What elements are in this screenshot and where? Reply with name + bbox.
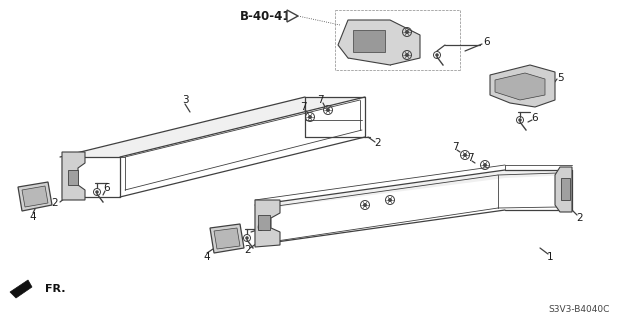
Circle shape (463, 153, 467, 157)
Text: S3V3-B4040C: S3V3-B4040C (548, 306, 610, 315)
Polygon shape (62, 97, 365, 157)
Circle shape (405, 53, 409, 57)
Text: 6: 6 (532, 113, 538, 123)
Polygon shape (338, 20, 420, 65)
Polygon shape (214, 228, 240, 249)
Text: 6: 6 (104, 183, 110, 193)
Polygon shape (353, 30, 385, 52)
Circle shape (435, 53, 439, 57)
Polygon shape (18, 182, 52, 211)
Polygon shape (22, 186, 48, 207)
Text: 7: 7 (300, 102, 307, 112)
Polygon shape (68, 170, 78, 185)
Circle shape (95, 190, 99, 194)
Text: 6: 6 (257, 223, 263, 233)
Circle shape (363, 203, 367, 207)
Text: 7: 7 (467, 153, 474, 163)
Polygon shape (561, 178, 570, 200)
Text: 7: 7 (452, 142, 458, 152)
Text: 4: 4 (29, 212, 36, 222)
Polygon shape (287, 10, 298, 22)
Circle shape (483, 163, 487, 167)
Polygon shape (10, 280, 32, 298)
Polygon shape (255, 200, 280, 247)
Text: FR.: FR. (45, 284, 65, 294)
Text: 2: 2 (577, 213, 583, 223)
Text: 4: 4 (204, 252, 211, 262)
Text: 6: 6 (484, 37, 490, 47)
Polygon shape (495, 73, 545, 100)
Text: 2: 2 (244, 245, 252, 255)
Text: 5: 5 (557, 73, 563, 83)
Circle shape (518, 118, 522, 122)
Polygon shape (62, 152, 85, 200)
Text: B-40-41: B-40-41 (240, 10, 292, 23)
Text: 1: 1 (547, 252, 554, 262)
Circle shape (326, 108, 330, 112)
Text: 2: 2 (374, 138, 381, 148)
Circle shape (405, 30, 409, 34)
Polygon shape (258, 215, 270, 230)
Text: 7: 7 (317, 95, 323, 105)
Polygon shape (255, 170, 572, 210)
Circle shape (388, 198, 392, 202)
Polygon shape (210, 224, 244, 253)
Circle shape (308, 115, 312, 119)
Polygon shape (555, 167, 572, 212)
Polygon shape (490, 65, 555, 107)
Text: 3: 3 (182, 95, 188, 105)
Text: 2: 2 (52, 198, 58, 208)
Circle shape (245, 236, 249, 240)
